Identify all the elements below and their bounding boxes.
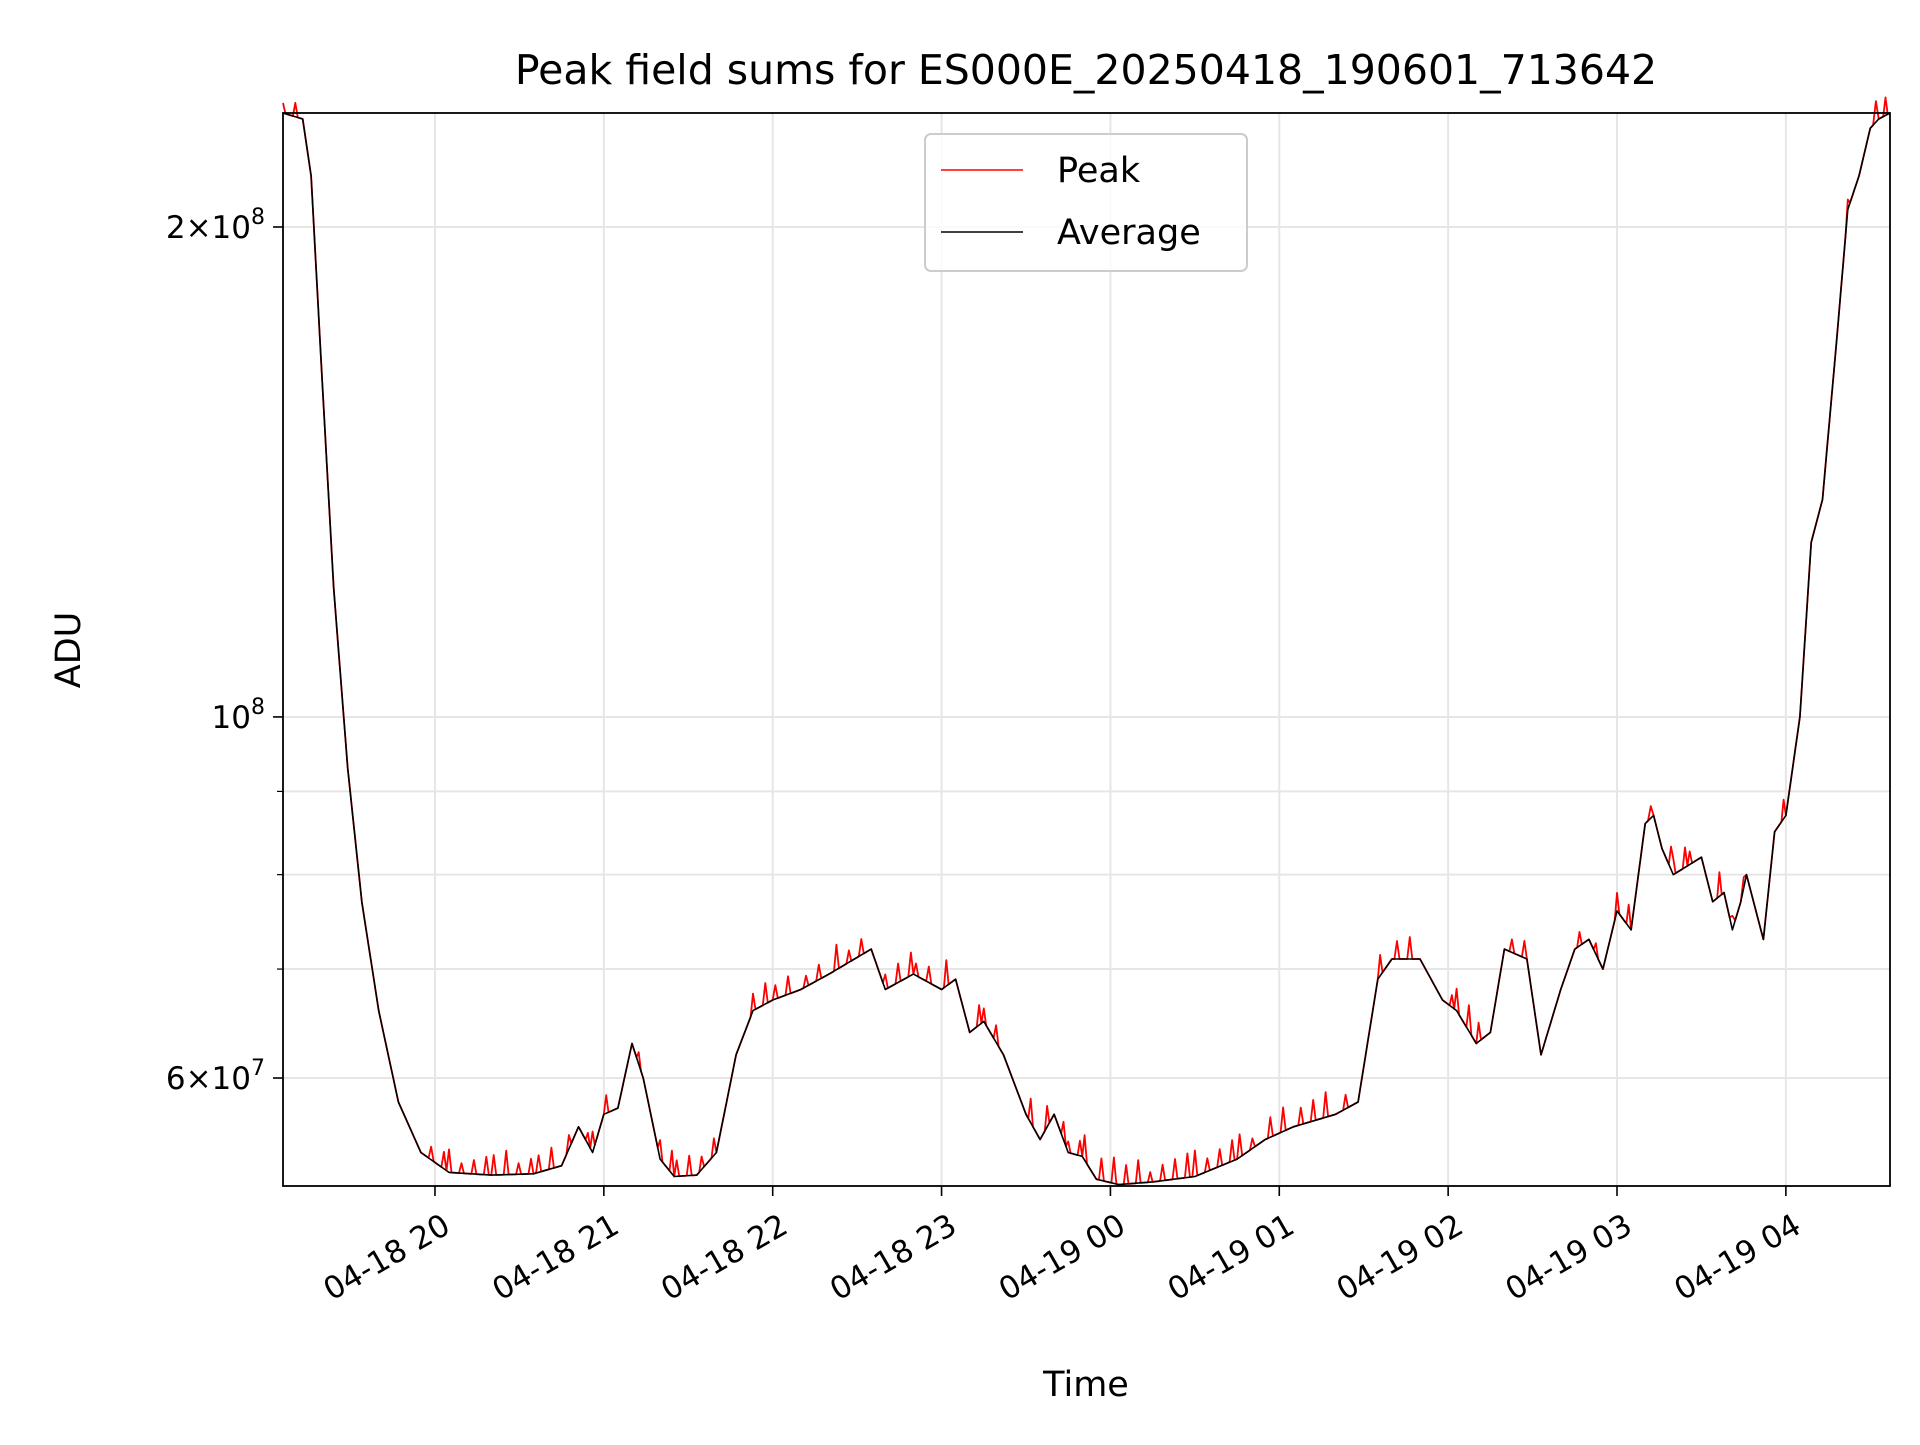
series-layer [282,96,1891,1186]
y-tick-label: 108 [212,695,265,736]
legend-label-average: Average [1057,213,1201,253]
plot-frame [282,112,1891,1187]
chart-title: Peak field sums for ES000E_20250418_1906… [515,46,1657,94]
x-axis-label: Time [1042,1365,1129,1405]
legend-label-peak: Peak [1057,151,1141,191]
legend: Peak Average [924,133,1248,272]
legend-box [924,133,1248,272]
y-tick-label: 6×107 [166,1056,265,1097]
grid-layer [283,113,1890,1186]
series-line-average [282,112,1891,1186]
y-tick-label: 2×108 [166,205,265,246]
y-axis-label: ADU [49,612,89,689]
